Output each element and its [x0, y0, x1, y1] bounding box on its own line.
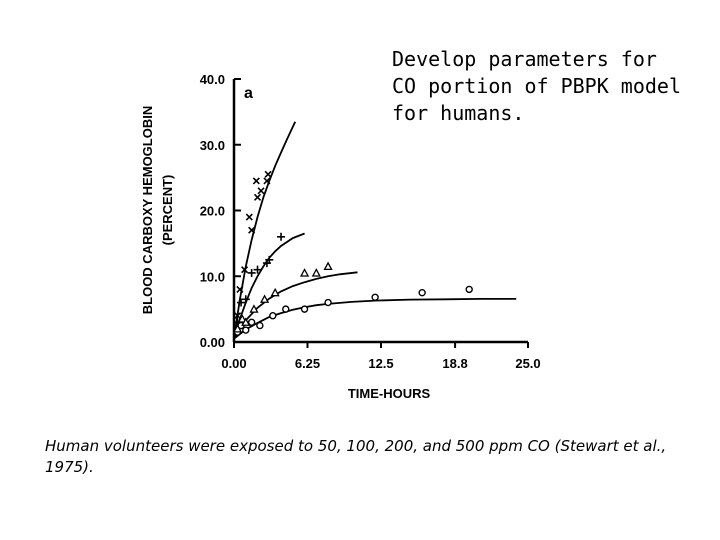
- data-point-plus: [265, 255, 274, 264]
- model-curve-circle: [233, 298, 517, 340]
- y-tick-label: 40.0: [200, 72, 225, 87]
- data-point-triangle: [241, 317, 251, 326]
- y-tick-label: 10.0: [200, 269, 225, 284]
- data-point-plus: [241, 295, 250, 304]
- data-point-plus: [247, 268, 256, 277]
- data-point-triangle: [270, 287, 280, 297]
- data-point-cross: [241, 266, 249, 274]
- x-tick-label: 6.25: [295, 356, 320, 371]
- panel-label: a: [244, 85, 253, 102]
- data-point-circle: [465, 285, 473, 294]
- ticks: 0.00 10.0 20.0 30.0 40.0 0.00 6.25 12.5 18.8 25.0: [200, 72, 541, 371]
- data-point-cross: [248, 226, 256, 234]
- data-point-plus: [233, 318, 242, 327]
- y-axis-unit: (PERCENT): [160, 175, 175, 246]
- data-point-triangle: [259, 294, 270, 303]
- axes: [232, 79, 528, 344]
- x-tick-label: 18.8: [442, 356, 467, 371]
- x-axis-title: TIME-HOURS: [348, 386, 431, 401]
- data-point-cross: [253, 193, 262, 201]
- data-point-triangle: [232, 323, 243, 333]
- data-point-cross: [245, 213, 253, 221]
- data-point-circle: [324, 298, 332, 307]
- data-points: [232, 170, 473, 336]
- data-point-triangle: [299, 268, 310, 277]
- y-tick-label: 0.00: [200, 335, 225, 350]
- model-curve-triangle: [233, 271, 358, 340]
- data-point-circle: [247, 318, 256, 326]
- y-tick-label: 20.0: [200, 204, 225, 219]
- data-point-plus: [277, 232, 286, 241]
- x-tick-label: 25.0: [515, 356, 540, 371]
- data-point-cross: [252, 177, 260, 185]
- slide-title: Develop parameters for CO portion of PBP…: [392, 47, 681, 125]
- data-point-plus: [253, 265, 262, 274]
- data-point-circle: [371, 293, 379, 301]
- data-point-circle: [269, 311, 277, 320]
- data-point-circle: [300, 305, 309, 313]
- model-curves: [233, 121, 517, 340]
- data-point-triangle: [249, 304, 259, 313]
- data-point-circle: [242, 326, 250, 334]
- carboxyhemoglobin-chart: 0.00 10.0 20.0 30.0 40.0 0.00 6.25 12.5 18.8 25.0…: [140, 72, 541, 401]
- data-point-cross: [257, 187, 265, 195]
- data-point-cross: [264, 170, 272, 178]
- data-point-plus: [237, 298, 246, 307]
- data-point-circle: [256, 321, 264, 330]
- data-point-cross: [263, 177, 271, 185]
- y-axis-title: BLOOD CARBOXY HEMOGLOBIN: [140, 106, 155, 315]
- x-tick-label: 12.5: [368, 356, 393, 371]
- data-point-cross: [233, 312, 242, 320]
- data-point-triangle: [323, 261, 333, 271]
- model-curve-plus: [233, 232, 305, 339]
- y-tick-label: 30.0: [200, 138, 225, 153]
- data-point-circle: [418, 288, 426, 297]
- data-point-cross: [236, 285, 244, 293]
- data-point-circle: [282, 305, 290, 313]
- data-point-triangle: [311, 268, 321, 277]
- caption: Human volunteers were exposed to 50, 100…: [45, 437, 667, 476]
- x-tick-label: 0.00: [221, 356, 246, 371]
